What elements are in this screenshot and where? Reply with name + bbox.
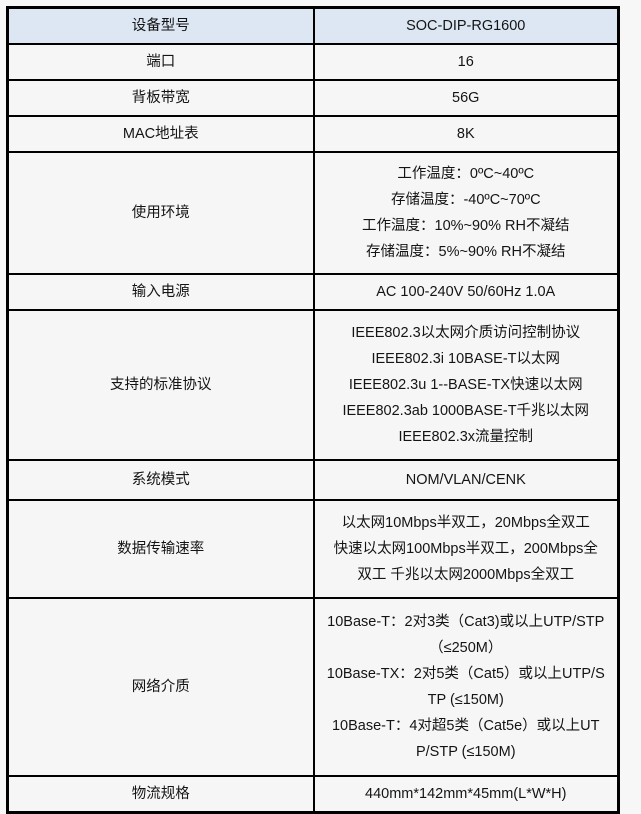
spec-label: 输入电源 [131, 284, 190, 300]
spec-value-line: 56G [452, 90, 480, 106]
spec-value-cell: 工作温度：0ºC~40ºC 存储温度：-40ºC~70ºC 工作温度：10%~9… [312, 151, 620, 275]
spec-value-line: SOC-DIP-RG1600 [406, 18, 526, 34]
spec-value-line: 快速以太网100Mbps半双工，200Mbps全 [333, 541, 598, 557]
spec-value-cell: AC 100-240V 50/60Hz 1.0A [312, 273, 620, 311]
spec-value-line: IEEE802.3以太网介质访问控制协议 [351, 325, 581, 341]
spec-label: 物流规格 [131, 786, 190, 802]
spec-label-cell: 数据传输速率 [6, 499, 315, 599]
spec-label: 设备型号 [131, 18, 190, 34]
spec-label: 端口 [146, 54, 176, 70]
table-row-network-media: 网络介质 10Base-T：2对3类（Cat3)或以上UTP/STP （≤250… [6, 597, 620, 777]
table-row-system-mode: 系统模式 NOM/VLAN/CENK [6, 459, 620, 501]
spec-label: 背板带宽 [131, 90, 190, 106]
spec-label-cell: 使用环境 [6, 151, 315, 275]
spec-value-line: IEEE802.3ab 1000BASE-T千兆以太网 [342, 403, 590, 419]
spec-value-cell: 16 [312, 43, 620, 81]
spec-value-line: 10Base-T：4对超5类（Cat5e）或以上UT [331, 718, 600, 734]
spec-label-cell: 物流规格 [6, 775, 315, 814]
table-row-data-rate: 数据传输速率 以太网10Mbps半双工，20Mbps全双工 快速以太网100Mb… [6, 499, 620, 599]
spec-value-line: IEEE802.3i 10BASE-T以太网 [371, 351, 561, 367]
spec-value-line: 工作温度：0ºC~40ºC [397, 166, 535, 182]
spec-value-cell: 8K [312, 115, 620, 153]
spec-value-line: IEEE802.3u 1--BASE-TX快速以太网 [348, 377, 583, 393]
spec-value-cell: 10Base-T：2对3类（Cat3)或以上UTP/STP （≤250M） 10… [312, 597, 620, 777]
spec-value-line: 存储温度：5%~90% RH不凝结 [366, 244, 566, 260]
spec-label: 系统模式 [131, 472, 190, 488]
spec-value-line: 存储温度：-40ºC~70ºC [390, 192, 541, 208]
spec-value-line: 10Base-TX：2对5类（Cat5）或以上UTP/S [326, 666, 605, 682]
spec-value-line: 10Base-T：2对3类（Cat3)或以上UTP/STP [327, 614, 605, 630]
spec-value-line: NOM/VLAN/CENK [405, 472, 526, 488]
spec-label: 网络介质 [131, 679, 190, 695]
spec-value-line: 以太网10Mbps半双工，20Mbps全双工 [341, 515, 590, 531]
spec-value-cell: 以太网10Mbps半双工，20Mbps全双工 快速以太网100Mbps半双工，2… [312, 499, 620, 599]
table-row-input-power: 输入电源 AC 100-240V 50/60Hz 1.0A [6, 273, 620, 311]
spec-value-cell: IEEE802.3以太网介质访问控制协议 IEEE802.3i 10BASE-T… [312, 309, 620, 461]
spec-label-cell: 网络介质 [6, 597, 315, 777]
table-row-supported-protocols: 支持的标准协议 IEEE802.3以太网介质访问控制协议 IEEE802.3i … [6, 309, 620, 461]
table-row-operating-environment: 使用环境 工作温度：0ºC~40ºC 存储温度：-40ºC~70ºC 工作温度：… [6, 151, 620, 275]
spec-label: MAC地址表 [122, 126, 199, 142]
spec-value-line: 双工 千兆以太网2000Mbps全双工 [357, 567, 575, 583]
device-specification-table: 设备型号 SOC-DIP-RG1600 端口 16 背板带宽 56G MAC地址… [6, 6, 620, 814]
spec-value-line: 8K [456, 126, 475, 142]
spec-label-cell: 端口 [6, 43, 315, 81]
table-row-ports: 端口 16 [6, 43, 620, 81]
specification-table-container: 设备型号 SOC-DIP-RG1600 端口 16 背板带宽 56G MAC地址… [6, 6, 620, 814]
spec-label: 支持的标准协议 [110, 377, 212, 393]
table-row-model: 设备型号 SOC-DIP-RG1600 [6, 6, 620, 45]
spec-label-cell: MAC地址表 [6, 115, 315, 153]
table-row-backplane-bandwidth: 背板带宽 56G [6, 79, 620, 117]
spec-label-cell: 输入电源 [6, 273, 315, 311]
spec-value-line: 工作温度：10%~90% RH不凝结 [362, 218, 570, 234]
spec-value-line: （≤250M） [429, 640, 503, 656]
spec-value-cell: 56G [312, 79, 620, 117]
spec-label-cell: 背板带宽 [6, 79, 315, 117]
spec-value-line: AC 100-240V 50/60Hz 1.0A [376, 284, 556, 300]
spec-value-cell: 440mm*142mm*45mm(L*W*H) [312, 775, 620, 814]
spec-value-cell: SOC-DIP-RG1600 [312, 6, 620, 45]
spec-label: 数据传输速率 [117, 541, 205, 557]
spec-label: 使用环境 [131, 205, 190, 221]
table-row-logistics-dimensions: 物流规格 440mm*142mm*45mm(L*W*H) [6, 775, 620, 814]
spec-value-line: TP (≤150M) [427, 692, 504, 708]
spec-label-cell: 设备型号 [6, 6, 315, 45]
table-row-mac-table: MAC地址表 8K [6, 115, 620, 153]
spec-value-line: P/STP (≤150M) [415, 744, 516, 760]
spec-value-cell: NOM/VLAN/CENK [312, 459, 620, 501]
spec-label-cell: 系统模式 [6, 459, 315, 501]
spec-label-cell: 支持的标准协议 [6, 309, 315, 461]
spec-table-body: 设备型号 SOC-DIP-RG1600 端口 16 背板带宽 56G MAC地址… [6, 6, 620, 814]
spec-value-line: 16 [457, 54, 474, 70]
spec-value-line: 440mm*142mm*45mm(L*W*H) [365, 786, 567, 802]
spec-value-line: IEEE802.3x流量控制 [398, 429, 534, 445]
